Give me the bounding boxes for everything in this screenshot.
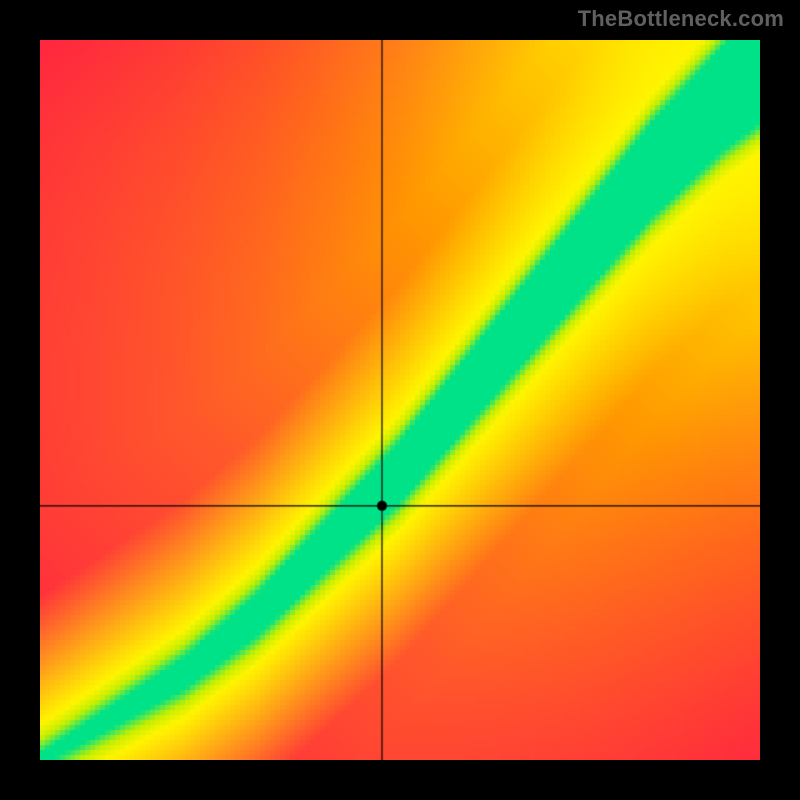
- chart-container: TheBottleneck.com: [0, 0, 800, 800]
- watermark-text: TheBottleneck.com: [578, 6, 784, 32]
- heatmap-canvas: [40, 40, 760, 760]
- plot-area: [40, 40, 760, 760]
